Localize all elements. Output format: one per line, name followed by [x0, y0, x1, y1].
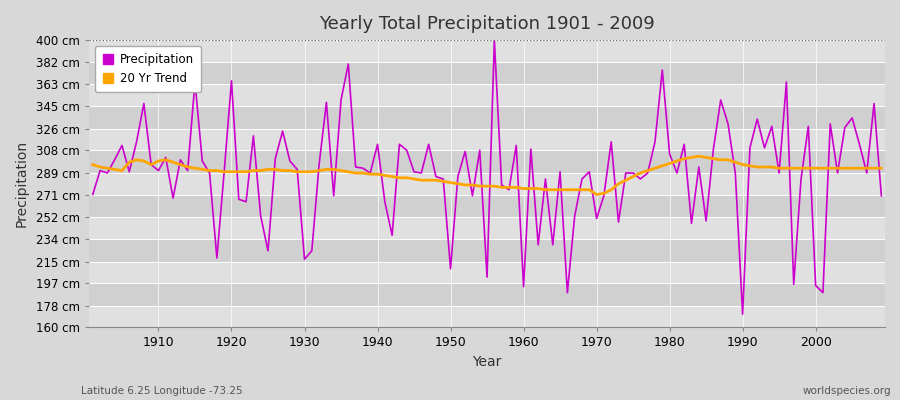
Bar	[89, 283, 885, 306]
Bar	[89, 106, 885, 129]
Bar	[89, 239, 885, 262]
Bar	[89, 62, 885, 84]
Bar	[89, 262, 885, 283]
Text: worldspecies.org: worldspecies.org	[803, 386, 891, 396]
Y-axis label: Precipitation: Precipitation	[15, 140, 29, 227]
Bar	[89, 306, 885, 328]
Bar	[89, 40, 885, 62]
Bar	[89, 217, 885, 239]
Title: Yearly Total Precipitation 1901 - 2009: Yearly Total Precipitation 1901 - 2009	[320, 15, 655, 33]
Bar	[89, 129, 885, 150]
Bar	[89, 194, 885, 217]
Legend: Precipitation, 20 Yr Trend: Precipitation, 20 Yr Trend	[95, 46, 201, 92]
Text: Latitude 6.25 Longitude -73.25: Latitude 6.25 Longitude -73.25	[81, 386, 243, 396]
Bar	[89, 150, 885, 173]
Bar	[89, 84, 885, 106]
Bar	[89, 173, 885, 194]
X-axis label: Year: Year	[472, 355, 501, 369]
